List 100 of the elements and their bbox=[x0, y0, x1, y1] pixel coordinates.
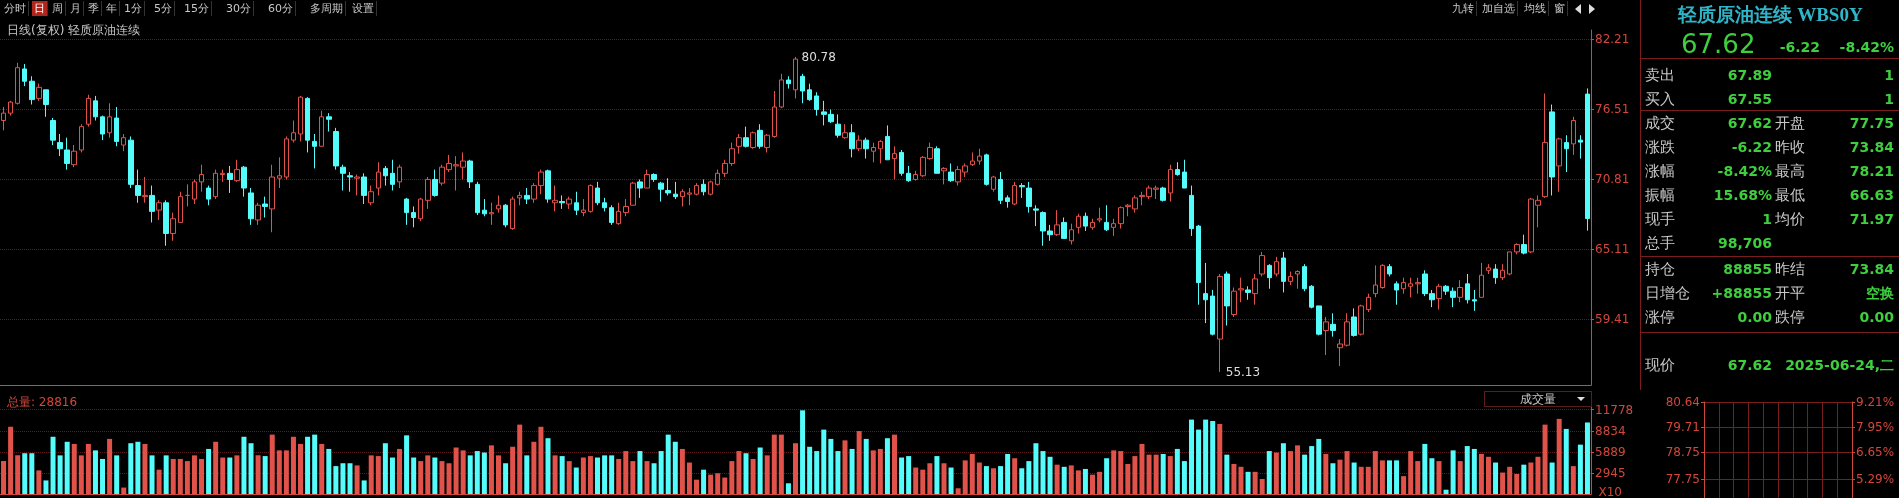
bar bbox=[319, 443, 325, 494]
candlestick bbox=[1224, 271, 1230, 327]
candlestick bbox=[736, 133, 742, 155]
bar bbox=[1273, 452, 1279, 494]
candlestick bbox=[262, 196, 268, 219]
bar bbox=[708, 474, 714, 494]
candlestick bbox=[574, 191, 579, 216]
y-tick-label: 78.75 bbox=[1665, 445, 1700, 460]
bar bbox=[1104, 458, 1110, 494]
candlestick bbox=[1302, 263, 1307, 292]
bar bbox=[1075, 470, 1081, 494]
candlestick bbox=[835, 113, 841, 139]
bar bbox=[156, 469, 162, 494]
candlestick bbox=[878, 139, 883, 164]
y-tick-label: 77.75 bbox=[1665, 472, 1700, 487]
bar bbox=[892, 434, 897, 494]
candlestick bbox=[1309, 284, 1314, 309]
candlestick bbox=[1054, 209, 1060, 237]
text: 现价 67.62 2025-06-24,二 bbox=[1645, 356, 1894, 374]
bar bbox=[71, 443, 77, 494]
candlestick bbox=[1493, 263, 1498, 285]
bar bbox=[1379, 460, 1385, 494]
candlestick bbox=[284, 135, 289, 180]
bar bbox=[255, 455, 261, 494]
candlestick bbox=[1259, 251, 1265, 277]
candlestick bbox=[1104, 204, 1109, 232]
candlestick bbox=[1281, 251, 1286, 293]
bar bbox=[587, 456, 593, 494]
candlestick bbox=[892, 145, 897, 180]
candlestick bbox=[651, 172, 657, 183]
bar bbox=[418, 461, 424, 494]
bar bbox=[941, 463, 947, 494]
bar bbox=[1457, 461, 1463, 494]
bar bbox=[1132, 456, 1138, 494]
text: 买入 67.55 1 bbox=[1645, 90, 1894, 108]
bar bbox=[227, 457, 233, 494]
candlestick bbox=[333, 127, 339, 171]
bar bbox=[1252, 471, 1258, 494]
bar bbox=[552, 455, 558, 494]
candlestick bbox=[1267, 263, 1272, 290]
bar bbox=[1, 461, 7, 494]
candlestick bbox=[849, 123, 855, 158]
bar bbox=[467, 455, 473, 494]
y-tick-label: 8834 bbox=[1595, 423, 1626, 438]
bar bbox=[213, 441, 219, 494]
bar bbox=[856, 431, 862, 494]
bar bbox=[1386, 460, 1392, 494]
bar bbox=[107, 438, 113, 494]
candlestick bbox=[1387, 263, 1392, 277]
candlestick bbox=[1542, 92, 1548, 199]
candlestick bbox=[1465, 273, 1470, 304]
candlestick bbox=[220, 169, 225, 183]
text: 涨停 0.00 跌停 0.00 bbox=[1645, 308, 1894, 326]
bar bbox=[1089, 474, 1095, 494]
candlestick bbox=[1514, 242, 1520, 255]
candlestick bbox=[1083, 212, 1088, 232]
candlestick bbox=[687, 187, 692, 206]
candlestick bbox=[552, 185, 558, 212]
bar bbox=[884, 438, 890, 494]
bar bbox=[262, 456, 268, 494]
bar bbox=[121, 487, 127, 494]
candlestick bbox=[277, 156, 282, 189]
text: 现手 1 均价 71.97 bbox=[1645, 210, 1894, 228]
candlestick bbox=[1394, 280, 1399, 306]
candlestick bbox=[757, 123, 763, 150]
candlestick bbox=[1274, 256, 1279, 277]
bar bbox=[1238, 466, 1244, 494]
bar bbox=[686, 462, 692, 494]
candlestick bbox=[163, 199, 169, 247]
candlestick bbox=[1189, 185, 1194, 237]
bar bbox=[1217, 423, 1223, 494]
bar bbox=[1542, 424, 1548, 494]
bar bbox=[927, 463, 933, 494]
candlestick bbox=[970, 151, 975, 167]
bar bbox=[651, 463, 657, 494]
candlestick bbox=[114, 106, 119, 147]
bar bbox=[1394, 460, 1400, 494]
candlestick bbox=[22, 63, 27, 87]
candlestick bbox=[1175, 161, 1180, 177]
bar bbox=[1295, 445, 1301, 494]
candlestick bbox=[354, 174, 360, 196]
bar bbox=[1408, 451, 1414, 494]
candlestick bbox=[998, 171, 1003, 205]
bar bbox=[220, 457, 226, 494]
candlestick bbox=[566, 196, 572, 210]
bar bbox=[1061, 466, 1067, 494]
candlestick bbox=[807, 83, 812, 102]
candlestick bbox=[29, 75, 35, 106]
bar bbox=[1330, 463, 1336, 494]
bar bbox=[573, 467, 579, 494]
bar bbox=[100, 458, 106, 494]
bar bbox=[1054, 464, 1060, 494]
candlestick bbox=[1076, 213, 1081, 234]
candlestick bbox=[1090, 218, 1095, 231]
candlestick bbox=[1288, 271, 1293, 286]
candlestick bbox=[1507, 251, 1512, 276]
candlestick bbox=[1358, 304, 1364, 336]
candlestick bbox=[665, 177, 671, 196]
candlestick bbox=[793, 56, 798, 99]
candlestick bbox=[941, 166, 947, 185]
